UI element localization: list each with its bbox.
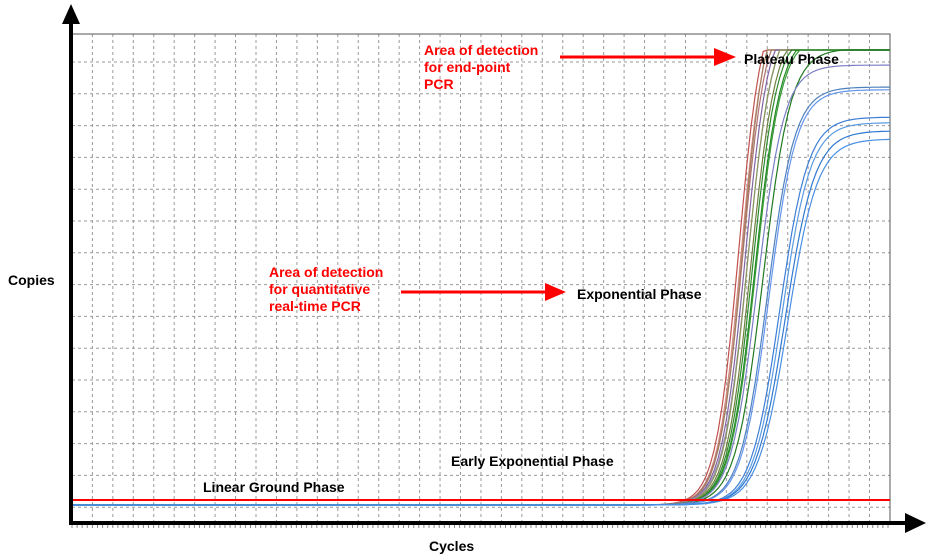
- y-axis-arrow-icon: [62, 4, 80, 24]
- x-axis-label: Cycles: [429, 538, 475, 554]
- endpoint-annotation: Area of detection for end-point PCR: [424, 42, 538, 93]
- exponential-phase-label: Exponential Phase: [577, 286, 702, 302]
- endpoint-annotation-line1: Area of detection: [424, 42, 539, 58]
- endpoint-arrowhead-icon: [714, 48, 736, 66]
- qpcr-annotation-line2: for quantitative: [269, 281, 371, 297]
- amplification-curves: [72, 49, 891, 506]
- qpcr-annotation: Area of detection for quantitative real-…: [269, 264, 383, 315]
- early-exponential-phase-label: Early Exponential Phase: [451, 453, 614, 469]
- grid-lines: [72, 34, 890, 523]
- qpcr-arrowhead-icon: [545, 283, 566, 301]
- qpcr-annotation-line1: Area of detection: [269, 264, 384, 280]
- endpoint-annotation-line3: PCR: [424, 76, 454, 92]
- x-axis-arrow-icon: [905, 513, 926, 533]
- qpcr-annotation-line3: real-time PCR: [269, 298, 361, 314]
- endpoint-annotation-line2: for end-point: [424, 59, 511, 75]
- y-axis-label: Copies: [8, 272, 55, 288]
- plateau-phase-label: Plateau Phase: [744, 51, 839, 67]
- curve-blue-6: [72, 138, 891, 506]
- linear-ground-phase-label: Linear Ground Phase: [203, 479, 345, 495]
